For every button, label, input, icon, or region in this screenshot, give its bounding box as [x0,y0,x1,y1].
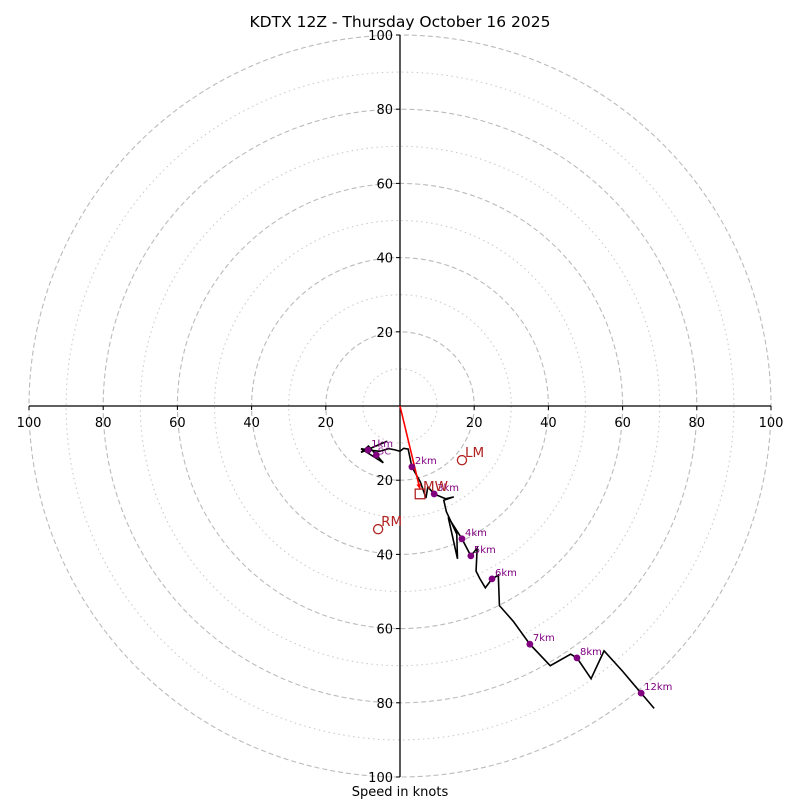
height-marker-label: 5km [474,545,496,556]
height-marker-point [637,689,645,697]
height-marker-point [573,654,581,662]
tick-labels: 100 80 60 40 20 20 40 60 80 100 100 80 60 40 20 20 40 60 8… [17,29,784,786]
storm-motion-lm-label: LM [465,445,484,461]
x-tick-label-left: 20 [318,416,335,431]
x-tick-label-left: 80 [95,416,112,431]
x-tick-label-right: 40 [540,416,557,431]
overlap-label: SC [378,446,391,457]
y-tick-label-top: 40 [376,252,393,267]
height-marker-point [488,575,496,583]
y-tick-label-top: 80 [376,103,393,118]
height-marker-label: 8km [580,647,602,658]
x-tick-label-right: 80 [689,416,706,431]
height-marker-point [458,535,466,543]
storm-motion-mw-marker [414,488,426,500]
y-tick-label-bottom: 80 [376,697,393,712]
shear-vector [399,405,422,490]
height-marker-point [430,490,438,498]
storm-motion-markers: LM RM MW [372,445,484,535]
height-marker-label: 12km [644,682,672,693]
storm-motion-lm-marker [456,454,468,466]
chart-title: KDTX 12Z - Thursday October 16 2025 [250,13,551,31]
storm-motion-rm-label: RM [381,514,402,530]
height-marker-label: 2km [415,456,437,467]
y-tick-label-bottom: 60 [376,623,393,638]
storm-motion-rm-marker [372,523,384,535]
height-marker-label: 1km [371,439,393,450]
storm-motion-mw-label: MW [423,479,448,495]
y-tick-label-top: 20 [376,326,393,341]
height-marker-point [372,451,380,459]
y-tick-label-top: 60 [376,177,393,192]
height-markers: 1km 2km 3km 4km 5km 6km 7km 8km 12km SC [364,439,672,697]
x-tick-label-right: 20 [466,416,483,431]
y-tick-label-bottom: 40 [376,548,393,563]
y-tick-label-bottom: 20 [376,474,393,489]
height-marker-point [467,552,475,560]
height-marker-label: 3km [437,483,459,494]
hodograph-line [360,440,655,709]
height-marker-point [364,446,372,454]
x-tick-label-right: 60 [614,416,631,431]
shear-vector-line [399,405,421,490]
shear-vector-arrowhead [416,483,422,490]
height-marker-point [526,640,534,648]
height-marker-label: 4km [465,528,487,539]
hodograph-trace [360,440,655,709]
height-marker-label: 6km [495,568,517,579]
y-tick-label-bottom: 100 [368,771,393,786]
x-tick-label-right: 100 [759,416,784,431]
height-marker-point [408,463,416,471]
y-tick-label-top: 100 [368,29,393,44]
height-marker-label: 7km [533,633,555,644]
x-tick-label-left: 100 [17,416,42,431]
x-tick-label-left: 40 [243,416,260,431]
x-axis-label: Speed in knots [352,785,449,800]
x-tick-label-left: 60 [169,416,186,431]
